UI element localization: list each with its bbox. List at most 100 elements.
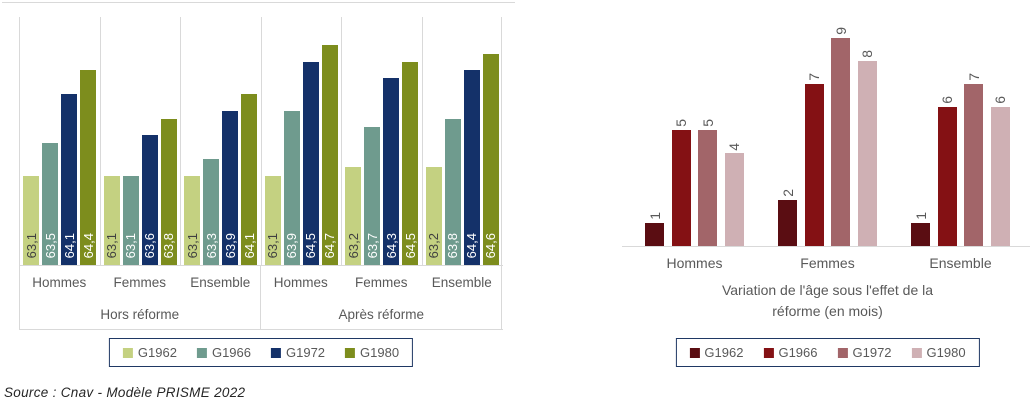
chart-title: Variation de l'âge sous l'effet de la ré… (678, 280, 978, 322)
bar-G1972-hommes-0: 64,1 (61, 94, 77, 265)
legend-label: G1972 (286, 345, 326, 360)
bar-G1962-hommes-0: 63,1 (23, 175, 39, 265)
bar-value-label-wrap: 9 (825, 27, 856, 35)
axis-group-separator (260, 265, 261, 330)
bar-G1962-hommes-3: 63,1 (264, 175, 281, 265)
bar-value-label: 64,4 (464, 232, 479, 258)
category-label: Femmes (800, 255, 855, 271)
bar-G1972-ensemble-2: 63,9 (222, 110, 238, 265)
legend-item-g1980: G1980 (911, 345, 966, 360)
bar-G1966-femmes-1: 7 (804, 73, 824, 246)
bar-G1966-femmes-4: 63,7 (364, 126, 380, 265)
bar-value-label: 63,8 (445, 232, 460, 258)
bar-value-label: 5 (699, 119, 716, 128)
legend-marker-g1972 (271, 347, 281, 358)
bar-value-label: 64,1 (241, 232, 257, 258)
bar-G1972-ensemble-2: 7 (964, 73, 983, 246)
group-axis: Hors réforme Après réforme (19, 300, 502, 329)
bar-value-label-wrap: 6 (932, 96, 963, 104)
bar-G1966-ensemble-5: 63,8 (444, 118, 461, 265)
category-gridline (180, 17, 181, 265)
bar-value-label: 63,9 (222, 232, 238, 258)
bar-value-label: 4 (726, 142, 742, 151)
bar-G1966-femmes-1: 63,1 (122, 175, 139, 265)
bar-value-label: 2 (779, 188, 796, 197)
bar-G1980-ensemble-2: 6 (990, 96, 1010, 246)
category-label: Ensemble (929, 255, 992, 271)
source-note: Source : Cnav - Modèle PRISME 2022 (4, 385, 246, 400)
bar-value-label-wrap: 6 (985, 96, 1016, 104)
x-axis-line (19, 265, 503, 266)
bar-G1972-hommes-3: 64,5 (302, 61, 319, 265)
axis-group-separator (19, 265, 20, 330)
plot-area-left: 63,1 63,1 63,1 63,1 63,2 63,2 63,5 63,1 63,3 63,9… (19, 17, 502, 265)
category-label: Femmes (113, 275, 166, 290)
bar-G1972-femmes-1: 63,6 (141, 134, 158, 265)
legend-left: G1962 G1966 G1972 G1980 (108, 338, 414, 367)
bar-value-label: 64,5 (402, 232, 418, 258)
legend-marker-g1966 (763, 347, 774, 358)
category-label: Hommes (273, 275, 328, 290)
bar-value-label-wrap: 5 (692, 119, 723, 127)
category-label: Hommes (666, 255, 723, 271)
legend-right: G1962 G1966 G1972 G1980 (675, 338, 980, 367)
legend-item-g1972: G1972 (837, 345, 892, 360)
bar-G1980-hommes-0: 4 (724, 143, 744, 246)
bar-value-label: 9 (832, 26, 849, 35)
bar-G1972-femmes-1: 9 (831, 27, 850, 246)
bar-value-label: 64,4 (80, 232, 96, 258)
category-gridline (501, 17, 502, 265)
bar-value-label: 63,1 (184, 232, 200, 258)
legend-label: G1980 (360, 345, 400, 360)
bar-G1962-ensemble-2: 63,1 (184, 175, 200, 265)
bar-G1980-femmes-1: 8 (857, 50, 877, 246)
legend-label: G1972 (852, 345, 892, 360)
bar-G1962-hommes-0: 1 (645, 212, 664, 246)
legend-item-g1980: G1980 (345, 345, 399, 360)
bar-G1980-femmes-1: 63,8 (160, 118, 177, 265)
legend-marker-g1980 (911, 347, 922, 358)
bar-value-label: 63,7 (364, 232, 380, 258)
bar-value-label: 64,6 (483, 232, 498, 258)
x-axis-line (622, 246, 1030, 247)
bar-value-label-wrap: 8 (852, 50, 883, 58)
bar-G1962-ensemble-2: 1 (911, 212, 930, 246)
bar-value-label: 63,1 (23, 232, 39, 258)
legend-item-g1966: G1966 (763, 345, 818, 360)
bar-value-label-wrap: 7 (799, 73, 830, 81)
legend-marker-g1972 (837, 347, 848, 358)
bar-value-label: 6 (992, 96, 1008, 104)
category-axis: Hommes Femmes Ensemble Hommes Femmes Ensemble (19, 265, 502, 300)
legend-marker-g1962 (122, 347, 133, 358)
bar-G1980-ensemble-2: 64,1 (241, 94, 257, 265)
bar-G1962-ensemble-5: 63,2 (425, 167, 442, 265)
category-label: Femmes (354, 275, 408, 290)
bar-value-label: 63,1 (104, 232, 119, 258)
chart-title-line: Variation de l'âge sous l'effet de la (721, 282, 934, 298)
axis-bottom-border (19, 329, 503, 330)
bar-G1972-ensemble-5: 64,4 (463, 69, 480, 265)
bar-value-label: 64,7 (322, 232, 337, 258)
legend-item-g1962: G1962 (122, 345, 177, 360)
legend-item-g1972: G1972 (271, 345, 325, 360)
legend-marker-g1962 (689, 347, 700, 358)
category-gridline (100, 17, 101, 265)
bar-G1972-femmes-4: 64,3 (383, 77, 399, 265)
legend-marker-g1980 (345, 347, 356, 358)
bar-value-label: 8 (859, 49, 875, 58)
bar-value-label: 1 (912, 212, 929, 220)
bar-G1980-hommes-0: 64,4 (80, 69, 96, 265)
bar-G1962-femmes-1: 63,1 (103, 175, 120, 265)
bar-value-label-wrap: 1 (905, 212, 936, 220)
bar-value-label: 63,8 (161, 232, 176, 258)
group-label: Après réforme (338, 307, 425, 322)
legend-label: G1966 (778, 345, 818, 360)
legend-label: G1962 (704, 345, 744, 360)
category-gridline (422, 17, 423, 265)
bar-G1966-ensemble-2: 63,3 (203, 159, 219, 265)
bar-G1966-hommes-0: 63,5 (42, 143, 58, 265)
legend-label: G1980 (926, 345, 966, 360)
legend-label: G1962 (137, 345, 177, 360)
plot-area-right: 1 2 1 5 7 6 5 9 7 4 8 6 (628, 12, 1027, 246)
